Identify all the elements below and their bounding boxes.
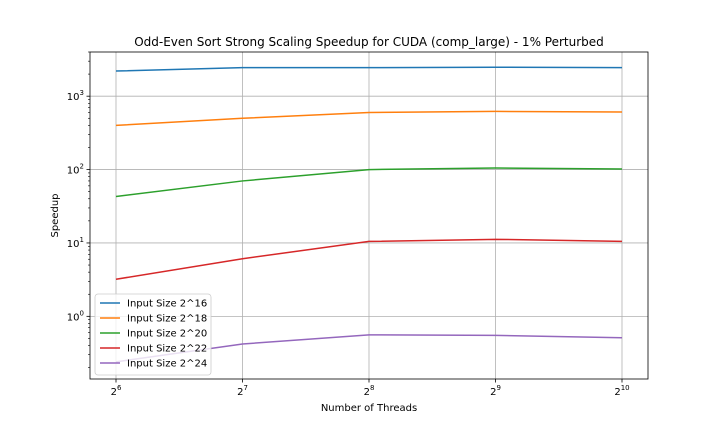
x-tick-label: 27 bbox=[237, 384, 248, 398]
legend-label: Input Size 2^18 bbox=[127, 314, 207, 325]
x-tick-label: 26 bbox=[111, 384, 122, 398]
legend: Input Size 2^16 Input Size 2^18 Input Size… bbox=[94, 293, 212, 376]
legend-box bbox=[94, 293, 212, 376]
legend-label: Input Size 2^20 bbox=[127, 329, 207, 340]
y-axis-title: Speedup bbox=[50, 193, 61, 237]
chart-title: Odd-Even Sort Strong Scaling Speedup for… bbox=[134, 35, 604, 49]
series-line-1 bbox=[115, 66, 623, 72]
series-line-3 bbox=[115, 167, 623, 198]
x-axis-title: Number of Threads bbox=[321, 403, 417, 414]
series-line-2 bbox=[115, 110, 623, 127]
legend-label: Input Size 2^16 bbox=[127, 299, 207, 310]
x-axis-ticks: 26 27 28 29 210 bbox=[111, 379, 630, 398]
grid bbox=[90, 52, 648, 379]
legend-label: Input Size 2^24 bbox=[127, 359, 207, 370]
legend-label: Input Size 2^22 bbox=[127, 344, 207, 355]
series-line-4 bbox=[115, 238, 623, 281]
x-tick-label: 28 bbox=[364, 384, 375, 398]
x-tick-label: 29 bbox=[490, 384, 501, 398]
